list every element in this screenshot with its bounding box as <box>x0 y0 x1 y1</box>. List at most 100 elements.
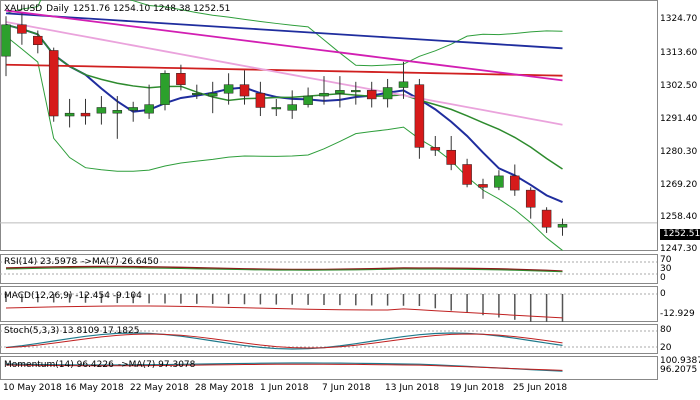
bearish-candle <box>239 84 250 97</box>
bullish-candle <box>351 90 361 93</box>
bullish-candle <box>64 112 75 117</box>
macd-pane-frame <box>0 286 658 322</box>
bearish-candle <box>17 24 27 34</box>
bullish-candle <box>303 95 313 105</box>
price-chart[interactable] <box>0 0 700 252</box>
price-axis-label: 1302.50 <box>660 81 698 91</box>
ohlc-readout: 1251.76 1254.10 1248.38 1252.51 <box>72 4 231 14</box>
rsi-chart[interactable] <box>0 254 700 284</box>
bearish-candle <box>510 175 520 191</box>
bearish-candle <box>366 90 377 100</box>
momentum-ma-line <box>5 363 563 371</box>
bearish-candle <box>430 147 441 151</box>
macd-signal-line <box>5 305 563 319</box>
rsi-header: RSI(14) 23.5978 ->MA(7) 26.6450 <box>4 257 163 267</box>
bearish-candle <box>80 112 91 117</box>
price-axis-label: 1313.60 <box>660 48 698 58</box>
stoch-d-line <box>5 333 563 349</box>
stoch-header: Stoch(5,3,3) 13.8109 17.1825 <box>4 326 140 336</box>
bearish-candle <box>414 84 425 148</box>
price-axis-label: 1269.20 <box>660 180 698 190</box>
price-axis-label: 1291.40 <box>660 114 698 124</box>
stoch-pane-frame <box>0 324 658 354</box>
rsi-label: RSI(14) 23.5978 <box>4 257 78 267</box>
date-axis-label: 22 May 2018 <box>130 383 189 393</box>
stoch-chart[interactable] <box>0 324 700 354</box>
date-axis-label: 1 Jun 2018 <box>260 383 309 393</box>
date-axis-label: 13 Jun 2018 <box>385 383 440 393</box>
timeframe-label: Daily <box>46 4 69 14</box>
bearish-candle <box>255 92 266 108</box>
bearish-candle <box>478 184 488 188</box>
momentum-label: Momentum(14) 96.4226 <box>4 360 114 370</box>
bullish-candle <box>96 107 107 114</box>
moving-average-line <box>5 24 563 170</box>
rsi-axis-label: 0 <box>660 273 666 283</box>
price-axis-label: 1324.70 <box>660 14 698 24</box>
date-axis-label: 28 May 2018 <box>195 383 254 393</box>
moving-average-line <box>5 63 563 77</box>
price-axis-label: 1258.40 <box>660 212 698 222</box>
symbol-label: XAUUSD <box>4 4 43 14</box>
price-chart-header: XAUUSD Daily 1251.76 1254.10 1248.38 1252.… <box>4 4 234 14</box>
macd-chart[interactable] <box>0 286 700 322</box>
moving-average-line <box>5 21 563 126</box>
bollinger-upper-band <box>5 0 563 67</box>
bullish-candle <box>144 104 154 114</box>
bullish-candle <box>319 92 329 97</box>
momentum-axis-label: 100.9387 <box>660 356 700 366</box>
price-axis-label: 1280.30 <box>660 147 698 157</box>
bearish-candle <box>541 209 552 228</box>
date-axis-label: 7 Jun 2018 <box>322 383 371 393</box>
stoch-pane[interactable]: Stoch(5,3,3) 13.8109 17.1825 80 20 <box>0 324 700 354</box>
rsi-ma-line <box>5 267 563 273</box>
rsi-pane-frame <box>0 254 658 284</box>
bullish-candle <box>160 73 170 105</box>
price-axis-label: 1247.30 <box>660 244 698 254</box>
macd-pane[interactable]: MACD(12,26,9) -12.454 -9.104 0 -12.929 <box>0 286 700 322</box>
price-pane[interactable]: XAUUSD Daily 1251.76 1254.10 1248.38 1252.… <box>0 0 700 254</box>
bullish-candle <box>112 110 123 114</box>
momentum-header: Momentum(14) 96.4226 ->MA(7) 97.3078 <box>4 360 199 370</box>
bearish-candle <box>462 164 472 185</box>
bearish-candle <box>48 50 59 117</box>
macd-header: MACD(12,26,9) -12.454 -9.104 <box>4 291 142 301</box>
bollinger-lower-band <box>5 35 563 251</box>
last-price-badge: 1252.51 <box>660 229 700 240</box>
bullish-candle <box>223 84 234 94</box>
rsi-line <box>5 265 563 272</box>
date-axis-label: 16 May 2018 <box>65 383 124 393</box>
date-axis-label: 25 Jun 2018 <box>513 383 568 393</box>
bullish-candle <box>557 224 568 228</box>
rsi-axis-label: 30 <box>660 264 672 274</box>
momentum-axis-label: 96.2075 <box>660 365 698 375</box>
bearish-candle <box>33 35 43 46</box>
stoch-axis-label: 20 <box>660 343 672 353</box>
rsi-ma-label: ->MA(7) 26.6450 <box>81 257 159 267</box>
bearish-candle <box>446 149 456 165</box>
price-pane-frame <box>0 0 658 251</box>
rsi-pane[interactable]: RSI(14) 23.5978 ->MA(7) 26.6450 70 30 0 <box>0 254 700 284</box>
momentum-chart[interactable] <box>0 356 700 380</box>
bullish-candle <box>207 92 218 97</box>
macd-axis-label: 0 <box>660 289 666 299</box>
bullish-candle <box>335 90 345 94</box>
bullish-candle <box>398 81 409 88</box>
bullish-candle <box>494 175 504 188</box>
moving-average-line <box>5 9 563 82</box>
date-axis-label: 10 May 2018 <box>3 383 62 393</box>
momentum-pane-frame <box>0 356 658 380</box>
momentum-pane[interactable]: Momentum(14) 96.4226 ->MA(7) 97.3078 100.… <box>0 356 700 380</box>
bullish-candle <box>271 107 282 110</box>
date-axis-label: 19 Jun 2018 <box>450 383 505 393</box>
macd-axis-label: -12.929 <box>660 309 695 319</box>
bearish-candle <box>176 73 186 85</box>
momentum-ma-label: ->MA(7) 97.3078 <box>117 360 196 370</box>
moving-average-line <box>5 12 563 50</box>
stoch-k-line <box>5 332 563 350</box>
bullish-candle <box>1 24 11 57</box>
bearish-candle <box>525 189 536 208</box>
bullish-candle <box>128 107 138 111</box>
bullish-candle <box>382 87 393 100</box>
bullish-candle <box>192 92 202 95</box>
